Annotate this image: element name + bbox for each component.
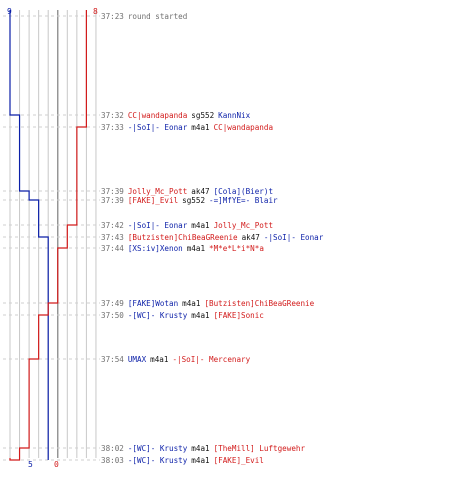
- event-time: 38:03: [101, 456, 124, 465]
- weapon-name: m4a1: [191, 221, 210, 230]
- killer-name: -|SoI|- Eonar: [127, 221, 188, 230]
- event-time: 38:02: [101, 444, 124, 453]
- log-row-kill: 37:39 [FAKE]_Evil sg552 -=]MfYE=- Blair: [101, 196, 278, 205]
- red-team-alive-line: [9, 10, 88, 461]
- killer-name: -[WC]- Krusty: [127, 311, 188, 320]
- event-time: 37:50: [101, 311, 124, 320]
- weapon-name: sg552: [182, 196, 206, 205]
- victim-name: [Cola](Bier)t: [213, 187, 274, 196]
- victim-name: [FAKE]Sonic: [213, 311, 264, 320]
- event-time: 37:42: [101, 221, 124, 230]
- victim-name: KannNix: [218, 111, 251, 120]
- event-time: 37:32: [101, 111, 124, 120]
- victim-name: CC|wandapanda: [213, 123, 274, 132]
- weapon-name: ak47: [241, 233, 260, 242]
- log-row-kill: 37:44 [XS:iv]Xenon m4a1 *M*e*L*i*N*a: [101, 244, 264, 253]
- log-row-kill: 37:54 UMAX m4a1 -|SoI|- Mercenary: [101, 355, 250, 364]
- killer-name: [FAKE]Wotan: [127, 299, 179, 308]
- event-time: 37:39: [101, 187, 124, 196]
- killer-name: [Butzisten]ChiBeaGReenie: [127, 233, 238, 242]
- killer-name: -[WC]- Krusty: [127, 456, 188, 465]
- log-row-kill: 37:50 -[WC]- Krusty m4a1 [FAKE]Sonic: [101, 311, 264, 320]
- event-time: 37:23: [101, 12, 124, 21]
- killer-name: UMAX: [127, 355, 147, 364]
- weapon-name: m4a1: [191, 123, 210, 132]
- killer-name: -|SoI|- Eonar: [127, 123, 188, 132]
- log-row-kill: 37:32 CC|wandapanda sg552 KannNix: [101, 111, 250, 120]
- event-time: 37:33: [101, 123, 124, 132]
- weapon-name: m4a1: [182, 299, 201, 308]
- event-time: 37:44: [101, 244, 124, 253]
- event-time: 37:43: [101, 233, 124, 242]
- killer-name: [XS:iv]Xenon: [127, 244, 183, 253]
- log-row-kill: 37:42 -|SoI|- Eonar m4a1 Jolly_Mc_Pott: [101, 221, 273, 230]
- victim-name: Jolly_Mc_Pott: [213, 221, 274, 230]
- log-row-kill: 38:02 -[WC]- Krusty m4a1 [TheMill] Luftgewe…: [101, 444, 305, 453]
- weapon-name: m4a1: [191, 444, 210, 453]
- victim-name: [Butzisten]ChiBeaGReenie: [204, 299, 315, 308]
- killer-name: CC|wandapanda: [127, 111, 188, 120]
- weapon-name: m4a1: [191, 456, 210, 465]
- victim-name: -=]MfYE=- Blair: [209, 196, 278, 205]
- event-time: 37:39: [101, 196, 124, 205]
- log-row-kill: 37:43 [Butzisten]ChiBeaGReenie ak47 -|SoI|-…: [101, 233, 323, 242]
- killer-name: -[WC]- Krusty: [127, 444, 188, 453]
- log-row-kill: 37:39 Jolly_Mc_Pott ak47 [Cola](Bier)t: [101, 187, 273, 196]
- blue-team-alive-line: [9, 10, 49, 460]
- weapon-name: m4a1: [186, 244, 206, 253]
- red-start-count: 8: [93, 7, 98, 16]
- blue-start-count: 9: [7, 7, 12, 16]
- weapon-name: m4a1: [150, 355, 169, 364]
- event-time: 37:49: [101, 299, 124, 308]
- log-row-kill: 37:49 [FAKE]Wotan m4a1 [Butzisten]ChiBeaGRe…: [101, 299, 314, 308]
- victim-name: -|SoI|- Mercenary: [172, 355, 251, 364]
- log-row-kill: 37:33 -|SoI|- Eonar m4a1 CC|wandapanda: [101, 123, 273, 132]
- weapon-name: sg552: [191, 111, 215, 120]
- event-time: 37:54: [101, 355, 124, 364]
- weapon-name: ak47: [191, 187, 210, 196]
- event-message: round started: [127, 12, 188, 21]
- log-row-kill: 38:03 -[WC]- Krusty m4a1 [FAKE]_Evil: [101, 456, 264, 465]
- red-end-count: 0: [54, 460, 59, 469]
- victim-name: [FAKE]_Evil: [213, 456, 264, 465]
- blue-end-count: 5: [28, 460, 33, 469]
- killer-name: [FAKE]_Evil: [127, 196, 179, 205]
- victim-name: [TheMill] Luftgewehr: [213, 444, 306, 453]
- log-row-round-start: 37:23 round started: [101, 12, 187, 21]
- victim-name: *M*e*L*i*N*a: [209, 244, 264, 253]
- victim-name: -|SoI|- Eonar: [263, 233, 324, 242]
- killer-name: Jolly_Mc_Pott: [127, 187, 188, 196]
- weapon-name: m4a1: [191, 311, 210, 320]
